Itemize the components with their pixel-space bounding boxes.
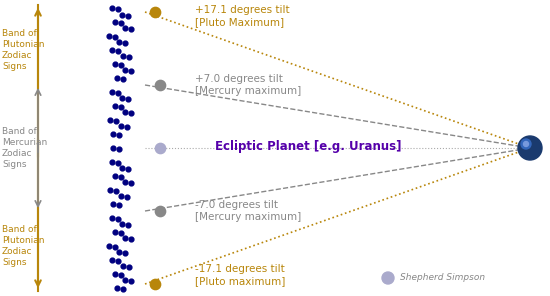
Text: Band of
Plutonian
Zodiac
Signs: Band of Plutonian Zodiac Signs bbox=[2, 29, 45, 71]
Point bbox=[118, 13, 127, 17]
Point bbox=[120, 67, 129, 72]
Text: +17.1 degrees tilt
[Pluto Maximum]: +17.1 degrees tilt [Pluto Maximum] bbox=[195, 5, 290, 28]
Point bbox=[108, 215, 117, 220]
Point bbox=[126, 181, 135, 185]
Circle shape bbox=[518, 136, 542, 160]
Point bbox=[111, 230, 119, 234]
Point bbox=[108, 160, 117, 164]
Point bbox=[125, 55, 134, 59]
Point bbox=[124, 167, 133, 171]
Point bbox=[126, 69, 135, 73]
Point bbox=[151, 10, 160, 15]
Point bbox=[119, 54, 128, 58]
Point bbox=[114, 217, 123, 221]
Point bbox=[117, 175, 125, 179]
Point bbox=[117, 104, 125, 109]
Point bbox=[104, 34, 113, 38]
Text: +7.0 degrees tilt
[Mercury maximum]: +7.0 degrees tilt [Mercury maximum] bbox=[195, 74, 301, 96]
Point bbox=[108, 6, 117, 10]
Point bbox=[156, 146, 164, 150]
Point bbox=[120, 278, 129, 282]
Point bbox=[120, 180, 129, 184]
Point bbox=[126, 237, 135, 241]
Point bbox=[125, 265, 134, 269]
Point bbox=[108, 202, 117, 206]
Point bbox=[156, 209, 164, 213]
Point bbox=[111, 35, 119, 39]
Point bbox=[120, 26, 129, 30]
Point bbox=[104, 244, 113, 248]
Point bbox=[111, 244, 119, 249]
Point bbox=[126, 27, 135, 31]
Point bbox=[108, 258, 117, 262]
Point bbox=[156, 83, 164, 87]
Point bbox=[124, 223, 133, 227]
Point bbox=[120, 236, 129, 240]
Point bbox=[114, 7, 123, 11]
Point bbox=[111, 174, 119, 178]
Point bbox=[114, 161, 123, 165]
Point bbox=[114, 259, 123, 263]
Point bbox=[114, 250, 123, 254]
Point bbox=[123, 195, 131, 200]
Point bbox=[108, 132, 117, 136]
Point bbox=[126, 111, 135, 115]
Text: Band of
Plutonian
Zodiac
Signs: Band of Plutonian Zodiac Signs bbox=[2, 225, 45, 267]
Point bbox=[108, 90, 117, 94]
Point bbox=[114, 147, 123, 151]
Point bbox=[111, 20, 119, 24]
Point bbox=[126, 279, 135, 283]
Circle shape bbox=[524, 141, 529, 147]
Point bbox=[108, 146, 117, 150]
Circle shape bbox=[521, 139, 531, 149]
Point bbox=[117, 194, 125, 198]
Point bbox=[117, 124, 125, 128]
Point bbox=[114, 49, 123, 53]
Point bbox=[114, 91, 123, 95]
Point bbox=[117, 63, 125, 67]
Point bbox=[124, 96, 133, 101]
Circle shape bbox=[382, 272, 394, 284]
Point bbox=[111, 62, 119, 66]
Point bbox=[114, 40, 123, 44]
Point bbox=[106, 188, 114, 192]
Point bbox=[124, 14, 133, 18]
Point bbox=[113, 286, 122, 290]
Text: Band of
Mercurian
Zodiac
Signs: Band of Mercurian Zodiac Signs bbox=[2, 127, 47, 169]
Point bbox=[123, 125, 131, 129]
Point bbox=[120, 251, 129, 255]
Point bbox=[108, 48, 117, 52]
Point bbox=[118, 166, 127, 170]
Point bbox=[120, 110, 129, 114]
Point bbox=[111, 272, 119, 276]
Point bbox=[119, 264, 128, 268]
Point bbox=[117, 231, 125, 235]
Point bbox=[111, 104, 119, 108]
Point bbox=[114, 133, 123, 137]
Point bbox=[112, 189, 120, 193]
Point bbox=[113, 76, 122, 81]
Text: -7.0 degrees tilt
[Mercury maximum]: -7.0 degrees tilt [Mercury maximum] bbox=[195, 200, 301, 222]
Point bbox=[118, 222, 127, 226]
Point bbox=[118, 96, 127, 100]
Point bbox=[106, 118, 114, 122]
Point bbox=[119, 287, 128, 291]
Point bbox=[117, 21, 125, 25]
Point bbox=[117, 273, 125, 277]
Text: Shepherd Simpson: Shepherd Simpson bbox=[400, 274, 485, 282]
Point bbox=[119, 77, 128, 81]
Point bbox=[120, 41, 129, 45]
Text: -17.1 degrees tilt
[Pluto maximum]: -17.1 degrees tilt [Pluto maximum] bbox=[195, 264, 285, 287]
Point bbox=[112, 119, 120, 123]
Point bbox=[151, 281, 160, 286]
Point bbox=[114, 203, 123, 207]
Text: Ecliptic Planet [e.g. Uranus]: Ecliptic Planet [e.g. Uranus] bbox=[215, 140, 402, 153]
